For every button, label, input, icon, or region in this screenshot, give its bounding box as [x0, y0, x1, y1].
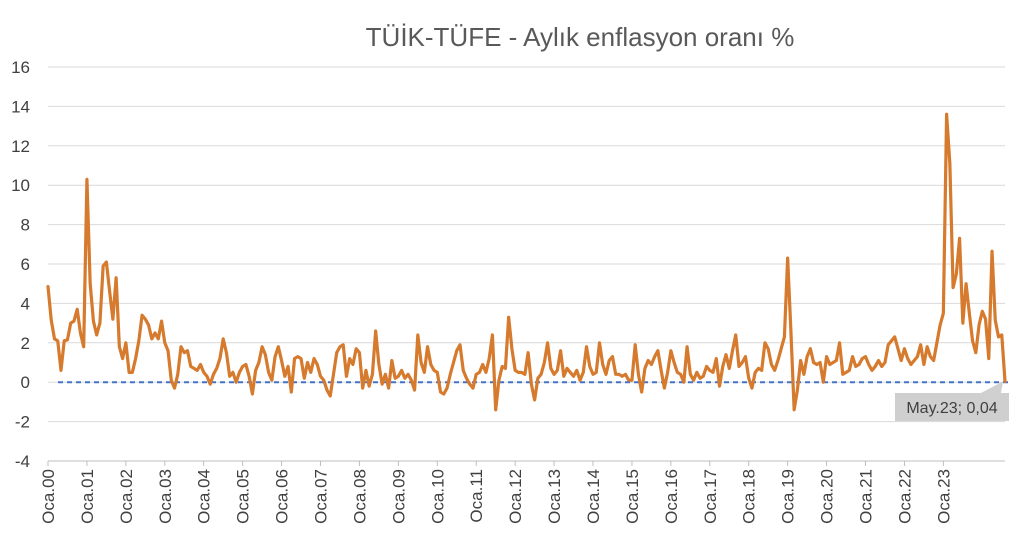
x-tick-label: Oca.08	[350, 469, 369, 524]
series-layer	[46, 112, 1007, 412]
x-tick-label: Oca.22	[895, 469, 914, 524]
callout-layer: May.23; 0,04	[895, 381, 1009, 421]
x-tick-label: Oca.17	[701, 469, 720, 524]
series-line	[46, 112, 1007, 412]
y-tick-label: 8	[21, 216, 30, 235]
x-tick-label: Oca.14	[584, 469, 603, 524]
y-tick-label: 10	[11, 176, 30, 195]
x-tick-label: Oca.20	[818, 469, 837, 524]
callout-leader	[981, 381, 1003, 393]
x-axis: Oca.00 Oca.01 Oca.02 Oca.03 Oca.04 Oca.05 Oca.…	[39, 460, 1005, 524]
chart-title: TÜİK-TÜFE - Aylık enflasyon oranı %	[366, 22, 795, 52]
x-tick-label: Oca.23	[934, 469, 953, 524]
x-tick-label: Oca.15	[623, 469, 642, 524]
x-tick-label: Oca.02	[117, 469, 136, 524]
x-tick-label: Oca.16	[662, 469, 681, 524]
y-tick-label: 12	[11, 137, 30, 156]
x-tick-label: Oca.13	[545, 469, 564, 524]
x-tick-label: Oca.21	[857, 469, 876, 524]
x-tick-label: Oca.07	[312, 469, 331, 524]
x-tick-label: Oca.04	[195, 469, 214, 524]
y-tick-label: -4	[15, 452, 30, 471]
callout-label: May.23; 0,04	[906, 400, 997, 417]
x-tick-label: Oca.06	[273, 469, 292, 524]
x-tick-label: Oca.05	[234, 469, 253, 524]
x-tick-label: Oca.19	[779, 469, 798, 524]
x-tick-label: Oca.12	[506, 469, 525, 524]
y-axis-ticks: 16 14 12 10 8 6 4 2 0 -2 -4	[11, 58, 30, 471]
y-tick-label: 0	[21, 373, 30, 392]
x-tick-label: Oca.03	[156, 469, 175, 524]
y-tick-label: 6	[21, 255, 30, 274]
x-tick-label: Oca.09	[389, 469, 408, 524]
y-tick-label: 16	[11, 58, 30, 77]
x-tick-label: Oca.11	[467, 469, 486, 523]
x-tick-label: Oca.18	[740, 469, 759, 524]
y-tick-label: 2	[21, 334, 30, 353]
y-tick-label: 4	[21, 294, 30, 313]
y-tick-label: 14	[11, 97, 30, 116]
x-tick-label: Oca.01	[78, 469, 97, 524]
y-tick-label: -2	[15, 413, 30, 432]
x-tick-label: Oca.00	[39, 469, 58, 524]
callout-box	[895, 393, 1009, 421]
x-tick-label: Oca.10	[428, 469, 447, 524]
gridlines	[48, 66, 1005, 462]
